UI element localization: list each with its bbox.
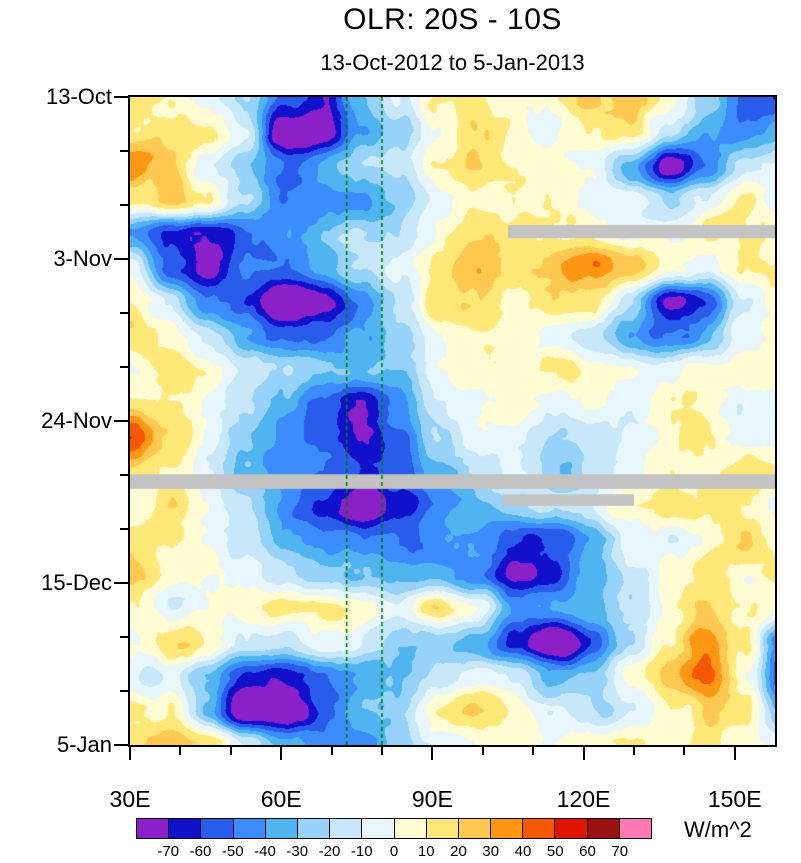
colorbar-units-label: W/m^2 (684, 817, 752, 842)
colorbar-tick-label: -10 (350, 843, 373, 860)
colorbar-segment (296, 818, 331, 839)
colorbar-segment (136, 818, 170, 839)
colorbar-segment (329, 818, 363, 839)
colorbar-tick-label: -40 (254, 843, 276, 860)
y-major-tick (114, 744, 128, 746)
y-minor-tick (120, 690, 128, 692)
x-minor-tick (330, 747, 333, 755)
x-major-tick (129, 747, 131, 760)
x-major-tick (280, 747, 283, 760)
colorbar-segment (232, 818, 266, 839)
x-minor-tick (632, 747, 635, 755)
x-minor-tick (532, 747, 535, 755)
x-tick-label: 120E (556, 786, 611, 812)
y-tick-label: 15-Dec (41, 570, 112, 595)
colorbar-tick-label: 30 (482, 843, 500, 860)
colorbar-segment (393, 818, 427, 839)
colorbar-tick-label: 70 (611, 843, 629, 860)
y-minor-tick (120, 528, 128, 530)
x-tick-label: 150E (707, 786, 762, 812)
colorbar-tick-label: 60 (579, 843, 596, 860)
y-major-tick (114, 258, 128, 260)
colorbar-tick-label: 0 (389, 843, 399, 860)
colorbar-tick-label: -50 (221, 843, 244, 860)
colorbar-segment (425, 818, 459, 839)
y-major-tick (114, 96, 128, 98)
plot-area (128, 95, 777, 747)
y-tick-label: 13-Oct (45, 84, 112, 109)
y-minor-tick (120, 366, 128, 368)
x-tick-label: 90E (411, 786, 453, 812)
y-major-tick (114, 420, 128, 422)
x-tick-label: 60E (260, 786, 302, 812)
colorbar (136, 818, 652, 839)
colorbar-segment (361, 818, 395, 839)
colorbar-segment (200, 818, 234, 839)
y-minor-tick (120, 474, 128, 476)
x-tick-label: 30E (109, 786, 151, 812)
hovmoller-field-canvas (130, 97, 775, 745)
x-major-tick (582, 747, 585, 760)
y-tick-label: 24-Nov (41, 408, 112, 433)
colorbar-segment (618, 818, 652, 839)
x-minor-tick (179, 747, 182, 755)
colorbar-segment (457, 818, 492, 839)
colorbar-tick-label: 20 (450, 843, 467, 860)
y-minor-tick (120, 204, 128, 206)
colorbar-tick-label: -60 (189, 843, 212, 860)
colorbar-segment (554, 818, 588, 839)
y-minor-tick (120, 312, 128, 314)
chart-title: OLR: 20S - 10S (343, 3, 562, 36)
y-major-tick (114, 582, 128, 584)
colorbar-segment (586, 818, 620, 839)
x-minor-tick (229, 747, 232, 755)
colorbar-segment (168, 818, 202, 839)
y-minor-tick (120, 150, 128, 152)
x-minor-tick (380, 747, 383, 755)
colorbar-tick-label: 40 (514, 843, 532, 860)
y-tick-label: 5-Jan (56, 732, 112, 757)
colorbar-tick-label: 10 (417, 843, 435, 860)
chart-subtitle: 13-Oct-2012 to 5-Jan-2013 (320, 50, 585, 75)
colorbar-tick-label: -20 (318, 843, 341, 860)
x-major-tick (431, 747, 434, 760)
x-minor-tick (481, 747, 484, 755)
y-minor-tick (120, 636, 128, 638)
x-major-tick (733, 747, 736, 760)
colorbar-segment (522, 818, 556, 839)
colorbar-segment (264, 818, 298, 839)
colorbar-segment (490, 818, 524, 839)
colorbar-tick-label: -70 (157, 843, 180, 860)
y-tick-label: 3-Nov (53, 246, 112, 271)
x-minor-tick (683, 747, 686, 755)
colorbar-tick-label: 50 (546, 843, 564, 860)
colorbar-tick-label: -30 (286, 843, 309, 860)
